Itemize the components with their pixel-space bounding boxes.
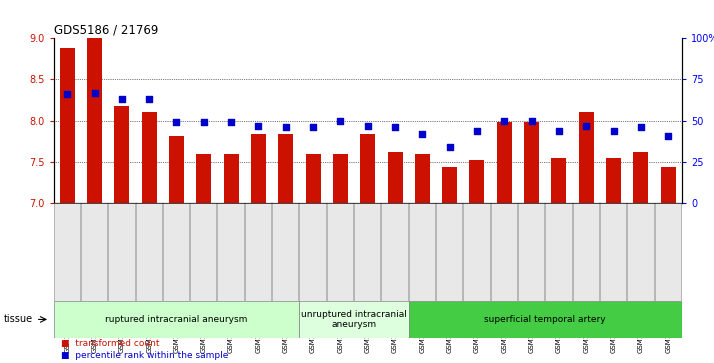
Point [417, 131, 428, 137]
Bar [388, 152, 403, 203]
Text: ■  percentile rank within the sample: ■ percentile rank within the sample [61, 351, 228, 360]
Point [280, 125, 291, 130]
Bar [114, 106, 129, 203]
Bar [169, 135, 184, 203]
Bar [223, 154, 238, 203]
Point [198, 119, 209, 125]
Point [335, 118, 346, 123]
Bar [470, 160, 485, 203]
Bar [660, 167, 675, 203]
Bar [524, 122, 539, 203]
Point [116, 96, 128, 102]
Point [171, 119, 182, 125]
Bar [54, 301, 299, 338]
Text: superficial temporal artery: superficial temporal artery [485, 315, 606, 324]
Bar [306, 154, 321, 203]
Point [253, 123, 264, 129]
Bar [442, 167, 457, 203]
Point [608, 128, 619, 134]
Bar [251, 134, 266, 203]
Point [307, 125, 318, 130]
Point [144, 96, 155, 102]
Text: GDS5186 / 21769: GDS5186 / 21769 [54, 24, 158, 37]
Bar [551, 158, 566, 203]
Bar [415, 154, 430, 203]
Bar [278, 134, 293, 203]
Point [444, 144, 456, 150]
Bar [408, 301, 682, 338]
Bar [196, 154, 211, 203]
Bar [141, 113, 156, 203]
Bar [633, 152, 648, 203]
Point [471, 128, 483, 134]
Point [89, 90, 100, 95]
Bar [606, 158, 621, 203]
Bar [60, 48, 75, 203]
Point [580, 123, 592, 129]
Point [61, 91, 73, 97]
Text: ■  transformed count: ■ transformed count [61, 339, 159, 347]
Point [498, 118, 510, 123]
Text: tissue: tissue [4, 314, 33, 325]
Point [635, 125, 647, 130]
Point [553, 128, 565, 134]
Point [389, 125, 401, 130]
Text: ruptured intracranial aneurysm: ruptured intracranial aneurysm [105, 315, 248, 324]
Bar [579, 113, 594, 203]
Bar [497, 122, 512, 203]
Bar [87, 38, 102, 203]
Point [226, 119, 237, 125]
Point [362, 123, 373, 129]
Point [526, 118, 538, 123]
Bar [299, 301, 408, 338]
Bar [360, 134, 376, 203]
Text: unruptured intracranial
aneurysm: unruptured intracranial aneurysm [301, 310, 407, 329]
Bar [333, 154, 348, 203]
Point [663, 132, 674, 138]
